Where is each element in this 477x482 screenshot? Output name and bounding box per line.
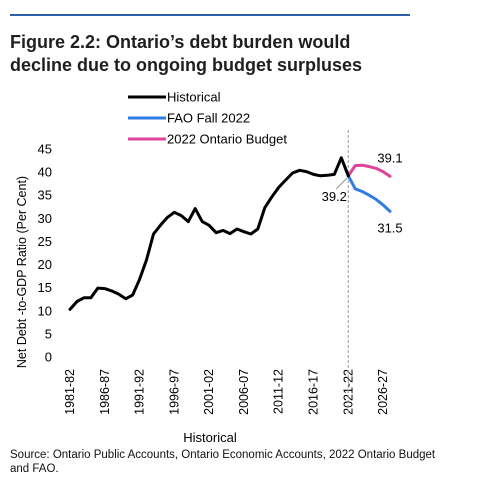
series-line-fao-fall-2022 [346, 174, 392, 213]
annotation-label: 31.5 [377, 220, 402, 235]
x-tick-label: 2011-12 [272, 369, 286, 414]
x-tick-label: 1986-87 [98, 369, 112, 415]
y-tick-label: 45 [38, 142, 52, 157]
figure-title: Figure 2.2: Ontario’s debt burden would … [10, 31, 470, 77]
series-group [68, 156, 392, 311]
y-tick-label: 0 [45, 350, 52, 365]
y-axis-label: Net Debt -to-GDP Ratio (Per Cent) [15, 176, 29, 368]
source-note: Source: Ontario Public Accounts, Ontario… [10, 449, 436, 475]
y-tick-label: 40 [38, 165, 52, 180]
debt-ratio-line-chart: Historical FAO Fall 2022 2022 Ontario Budg… [15, 90, 403, 446]
series-line-2022-ontario-budget [346, 163, 392, 178]
chart-container: Historical FAO Fall 2022 2022 Ontario Budg… [0, 80, 477, 450]
x-tick-label: 1996-97 [167, 369, 181, 415]
y-tick-label: 15 [38, 280, 52, 295]
x-tick-label: 2016-17 [306, 369, 320, 415]
annotations: 39.2 39.1 31.5 [322, 150, 403, 235]
figure-title-line2: decline due to ongoing budget surpluses [10, 55, 363, 75]
x-tick-label: 2026-27 [376, 369, 390, 415]
x-tick-label: 2006-07 [237, 369, 251, 415]
legend: Historical FAO Fall 2022 2022 Ontario Budg… [128, 90, 287, 147]
y-tick-label: 10 [38, 303, 52, 318]
y-tick-label: 5 [45, 326, 52, 341]
x-tick-label: 1991-92 [133, 369, 147, 415]
annotation-leader-line [335, 177, 348, 190]
figure-title-line1: Figure 2.2: Ontario’s debt burden would [10, 32, 351, 52]
legend-label: Historical [167, 90, 221, 105]
legend-label: 2022 Ontario Budget [167, 132, 287, 147]
y-tick-label: 30 [38, 211, 52, 226]
x-tick-label: 2001-02 [202, 369, 216, 415]
y-tick-label: 25 [38, 234, 52, 249]
series-line-historical [68, 156, 350, 311]
legend-label: FAO Fall 2022 [167, 111, 250, 126]
annotation-label: 39.1 [377, 150, 402, 165]
y-axis: 0 5 10 15 20 25 30 35 40 45 [38, 142, 52, 365]
x-axis-label: Historical [183, 430, 237, 445]
x-axis: 1981-82 1986-87 1991-92 1996-97 2001-02 2006-… [63, 369, 390, 415]
y-tick-label: 20 [38, 257, 52, 272]
x-tick-label: 1981-82 [63, 369, 77, 415]
annotation-label: 39.2 [322, 189, 347, 204]
title-accent-rule [10, 14, 410, 16]
y-tick-label: 35 [38, 188, 52, 203]
